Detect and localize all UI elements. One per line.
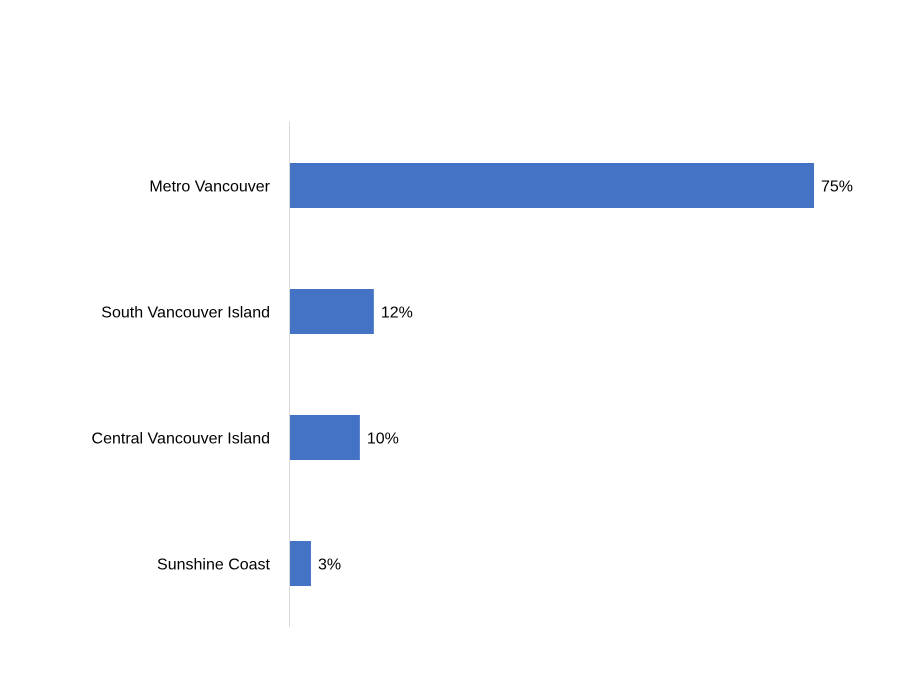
- bar-1: [290, 289, 374, 334]
- bar-2: [290, 415, 360, 460]
- data-label: 10%: [367, 431, 399, 448]
- category-label: Sunshine Coast: [157, 557, 271, 574]
- bar-0: [290, 163, 814, 208]
- data-label: 75%: [821, 179, 853, 196]
- data-label: 3%: [318, 557, 341, 574]
- category-label: South Vancouver Island: [101, 305, 270, 322]
- data-label: 12%: [381, 305, 413, 322]
- category-label: Central Vancouver Island: [92, 431, 270, 448]
- bar-3: [290, 541, 311, 586]
- category-label: Metro Vancouver: [149, 179, 270, 196]
